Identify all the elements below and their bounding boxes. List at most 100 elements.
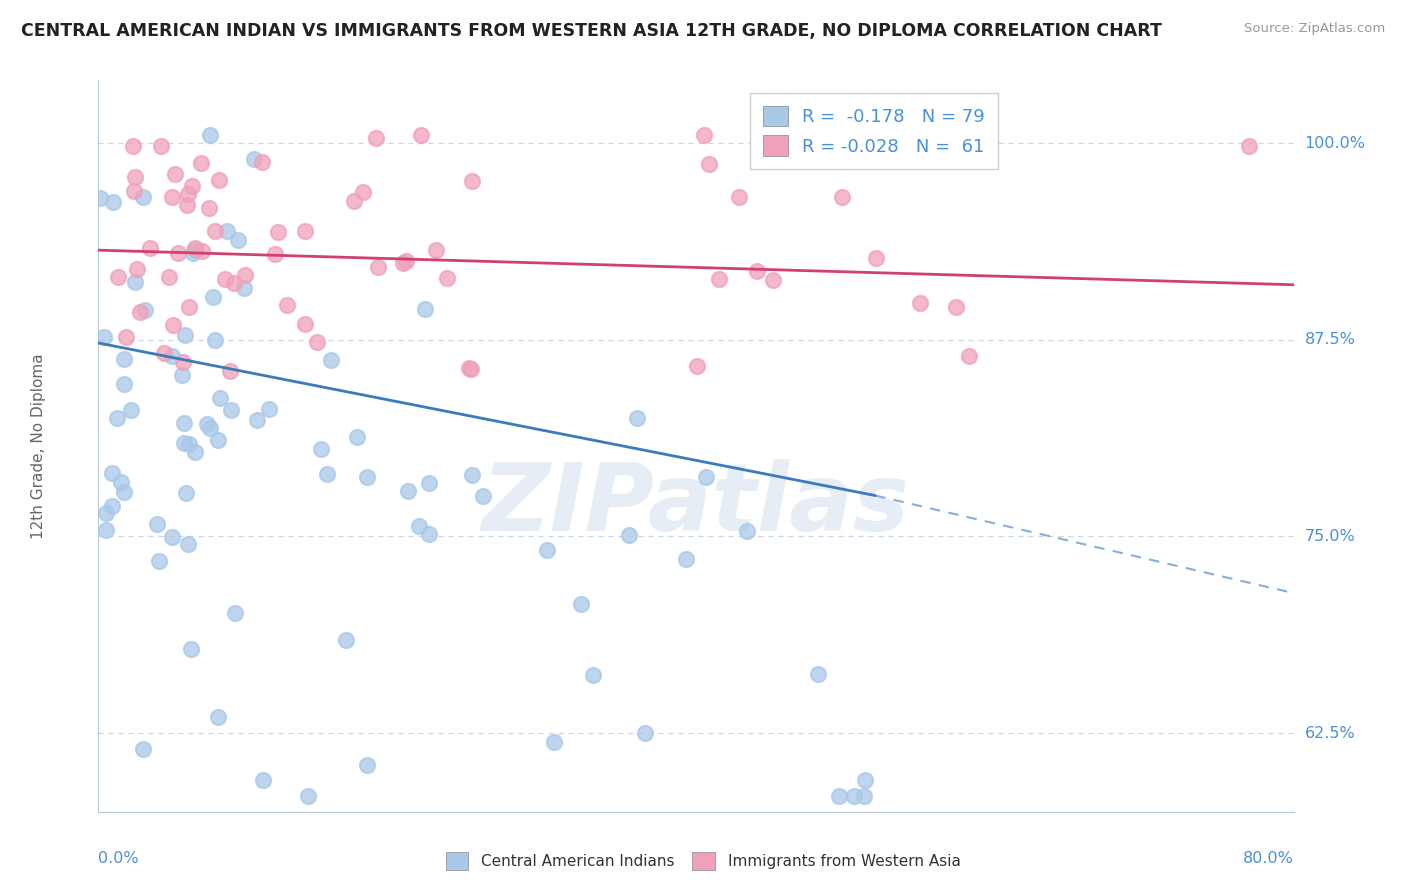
Point xyxy=(207,434,229,448)
Text: 0.0%: 0.0% xyxy=(98,851,139,865)
Point xyxy=(177,187,200,202)
Point xyxy=(472,489,495,503)
Point xyxy=(693,128,716,143)
Legend: R =  -0.178   N = 79, R = -0.028   N =  61: R = -0.178 N = 79, R = -0.028 N = 61 xyxy=(749,93,998,169)
Point xyxy=(207,710,229,724)
Point xyxy=(842,789,865,803)
Point xyxy=(122,184,145,198)
Point xyxy=(101,499,124,513)
Point xyxy=(121,139,143,153)
Point xyxy=(184,241,207,255)
Point xyxy=(101,467,124,481)
Point xyxy=(257,402,280,417)
Point xyxy=(198,421,221,435)
Point xyxy=(233,268,256,283)
Point xyxy=(316,467,339,481)
Point xyxy=(173,328,195,343)
Point xyxy=(139,241,162,255)
Point xyxy=(543,734,565,748)
Point xyxy=(204,333,226,347)
Point xyxy=(124,275,146,289)
Point xyxy=(957,349,980,363)
Point xyxy=(762,272,785,286)
Text: CENTRAL AMERICAN INDIAN VS IMMIGRANTS FROM WESTERN ASIA 12TH GRADE, NO DIPLOMA C: CENTRAL AMERICAN INDIAN VS IMMIGRANTS FR… xyxy=(21,22,1161,40)
Point xyxy=(418,475,440,490)
Point xyxy=(172,355,194,369)
Point xyxy=(93,330,115,344)
Point xyxy=(177,300,200,314)
Point xyxy=(408,519,430,533)
Point xyxy=(335,633,357,648)
Point xyxy=(460,468,482,483)
Point xyxy=(396,483,419,498)
Point xyxy=(120,403,142,417)
Point xyxy=(364,131,387,145)
Point xyxy=(626,411,648,425)
Point xyxy=(246,413,269,427)
Point xyxy=(1237,139,1260,153)
Text: 87.5%: 87.5% xyxy=(1305,333,1355,347)
Point xyxy=(243,152,266,166)
Point xyxy=(173,416,195,430)
Point xyxy=(112,377,135,392)
Point xyxy=(392,256,415,270)
Point xyxy=(413,301,436,316)
Point xyxy=(685,359,707,374)
Point xyxy=(149,139,172,153)
Point xyxy=(305,335,328,350)
Point xyxy=(167,246,190,260)
Point xyxy=(124,169,146,184)
Point xyxy=(195,417,218,432)
Point xyxy=(177,537,200,551)
Point xyxy=(852,789,875,803)
Point xyxy=(162,190,184,204)
Point xyxy=(114,330,136,344)
Point xyxy=(160,349,183,363)
Point xyxy=(633,726,655,740)
Point xyxy=(297,789,319,803)
Point xyxy=(436,270,458,285)
Point xyxy=(460,362,482,376)
Point xyxy=(112,351,135,366)
Point xyxy=(735,524,758,538)
Point xyxy=(707,271,730,285)
Point xyxy=(294,318,316,332)
Point xyxy=(226,233,249,247)
Point xyxy=(309,442,332,456)
Point xyxy=(172,368,194,382)
Point xyxy=(571,597,593,611)
Point xyxy=(617,527,640,541)
Point xyxy=(695,469,717,483)
Text: 80.0%: 80.0% xyxy=(1243,851,1294,865)
Point xyxy=(204,224,226,238)
Point xyxy=(409,128,432,143)
Point xyxy=(146,516,169,531)
Point xyxy=(853,773,876,788)
Point xyxy=(190,244,212,258)
Point xyxy=(250,155,273,169)
Point xyxy=(252,773,274,788)
Point xyxy=(699,157,721,171)
Text: 12th Grade, No Diploma: 12th Grade, No Diploma xyxy=(31,353,46,539)
Point xyxy=(807,667,830,681)
Point xyxy=(356,757,378,772)
Point xyxy=(457,361,479,376)
Point xyxy=(728,189,751,203)
Point xyxy=(134,302,156,317)
Point xyxy=(153,346,176,360)
Point xyxy=(418,527,440,541)
Point xyxy=(105,411,128,425)
Point xyxy=(103,195,125,210)
Point xyxy=(180,641,202,656)
Point xyxy=(294,224,316,238)
Point xyxy=(110,475,132,490)
Point xyxy=(162,318,184,332)
Point xyxy=(177,437,200,451)
Point xyxy=(201,290,224,304)
Point xyxy=(198,201,221,215)
Point xyxy=(346,430,368,444)
Point xyxy=(181,245,204,260)
Point xyxy=(219,364,242,378)
Point xyxy=(107,270,129,285)
Point xyxy=(184,244,207,258)
